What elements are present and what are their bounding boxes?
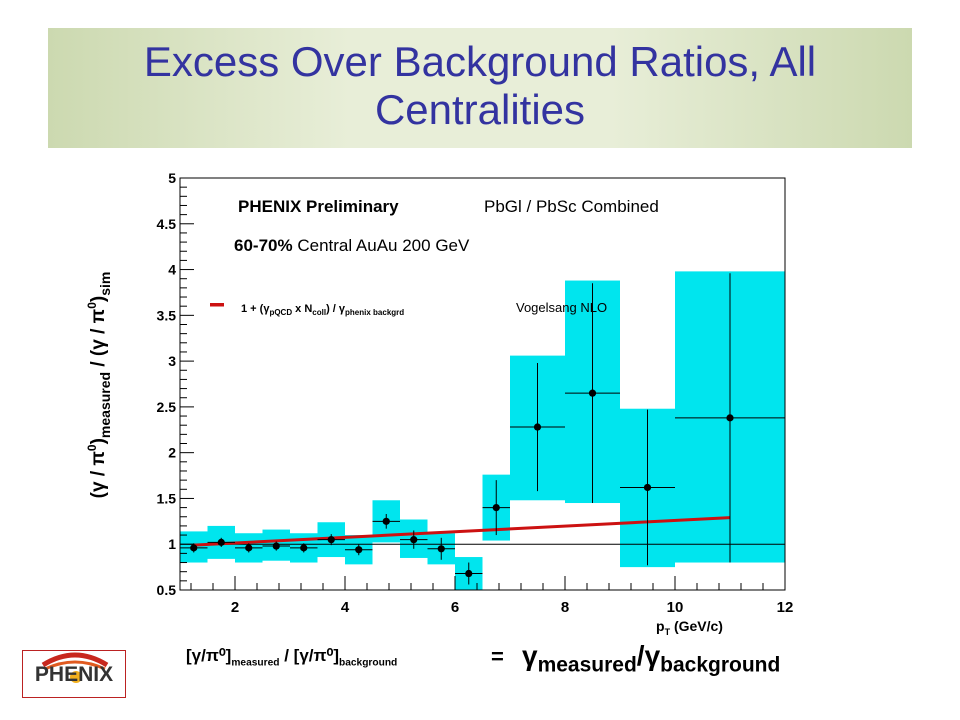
y-tick-labels: 0.5 1 1.5 2 2.5 3 3.5 4 4.5 5 bbox=[157, 170, 177, 598]
data-point-4 bbox=[300, 544, 308, 552]
x-tick-label-2: 6 bbox=[451, 599, 459, 616]
fit-curve bbox=[193, 516, 731, 547]
ratio-formula: [γ/π⁰]measured / [γ/π⁰]background = γmea… bbox=[186, 640, 886, 690]
data-point-9 bbox=[437, 545, 445, 553]
y-tick-label-0: 0.5 bbox=[157, 582, 177, 598]
slide-title: Excess Over Background Ratios, All Centr… bbox=[143, 38, 817, 133]
ratio-chart: 0.5 1 1.5 2 2.5 3 3.5 4 4.5 5 2 4 6 8 10 12 PHENIX Pre… bbox=[85, 170, 794, 637]
data-point-13 bbox=[588, 389, 597, 397]
phenix-logo: PHENIX bbox=[22, 650, 126, 698]
data-point-6 bbox=[355, 546, 363, 554]
title-band: Excess Over Background Ratios, All Centr… bbox=[48, 28, 912, 148]
x-tick-label-0: 2 bbox=[231, 599, 239, 616]
y-axis-label: (γ / π0)measured / (γ / π0)sim bbox=[85, 272, 113, 499]
y-tick-label-5: 3 bbox=[168, 353, 176, 369]
data-point-8 bbox=[410, 536, 418, 544]
y-tick-label-2: 1.5 bbox=[157, 490, 177, 506]
x-tick-label-5: 12 bbox=[777, 599, 794, 616]
data-point-12 bbox=[533, 423, 542, 431]
data-point-3 bbox=[272, 542, 280, 550]
axis-ticks bbox=[180, 177, 786, 591]
x-tick-labels: 2 4 6 8 10 12 bbox=[231, 599, 794, 616]
data-point-14 bbox=[643, 483, 652, 492]
experiment-label: PHENIX Preliminary bbox=[238, 197, 399, 216]
data-point-15 bbox=[726, 414, 734, 422]
y-tick-label-8: 4.5 bbox=[157, 216, 177, 232]
legend-marker bbox=[210, 303, 224, 307]
y-tick-label-9: 5 bbox=[168, 170, 176, 186]
phenix-firebird-icon bbox=[41, 652, 109, 683]
x-tick-label-4: 10 bbox=[667, 599, 684, 616]
detector-label: PbGl / PbSc Combined bbox=[484, 197, 659, 216]
formula-rhs: γmeasured/γbackground bbox=[522, 640, 781, 677]
formula-lhs: [γ/π⁰]measured / [γ/π⁰]background bbox=[186, 646, 398, 669]
data-point-5 bbox=[327, 536, 335, 544]
centrality-label: 60-70% Central AuAu 200 GeV bbox=[234, 236, 470, 255]
x-tick-label-3: 8 bbox=[561, 599, 569, 616]
y-tick-label-1: 1 bbox=[168, 536, 176, 552]
centrality-rest: Central AuAu 200 GeV bbox=[293, 236, 470, 255]
data-point-1 bbox=[217, 538, 225, 546]
y-tick-label-4: 2.5 bbox=[157, 399, 177, 415]
legend-model: Vogelsang NLO bbox=[516, 300, 607, 315]
data-point-7 bbox=[382, 517, 390, 525]
y-tick-label-6: 3.5 bbox=[157, 307, 177, 323]
legend-formula: 1 + (γpQCD x Ncoll) / γphenix backgrd bbox=[241, 303, 404, 317]
data-points bbox=[190, 389, 734, 578]
data-point-11 bbox=[492, 504, 500, 512]
plot-frame bbox=[179, 177, 786, 591]
x-axis-label: pT (GeV/c) bbox=[656, 618, 723, 637]
logo-text: PHENIX bbox=[34, 663, 114, 686]
centrality-bold: 60-70% bbox=[234, 236, 293, 255]
y-tick-label-7: 4 bbox=[168, 262, 176, 278]
y-tick-label-3: 2 bbox=[168, 445, 176, 461]
data-point-0 bbox=[190, 544, 198, 552]
x-tick-label-1: 4 bbox=[341, 599, 350, 616]
data-point-2 bbox=[245, 544, 253, 552]
data-point-10 bbox=[465, 569, 473, 578]
formula-equals: = bbox=[491, 644, 504, 669]
